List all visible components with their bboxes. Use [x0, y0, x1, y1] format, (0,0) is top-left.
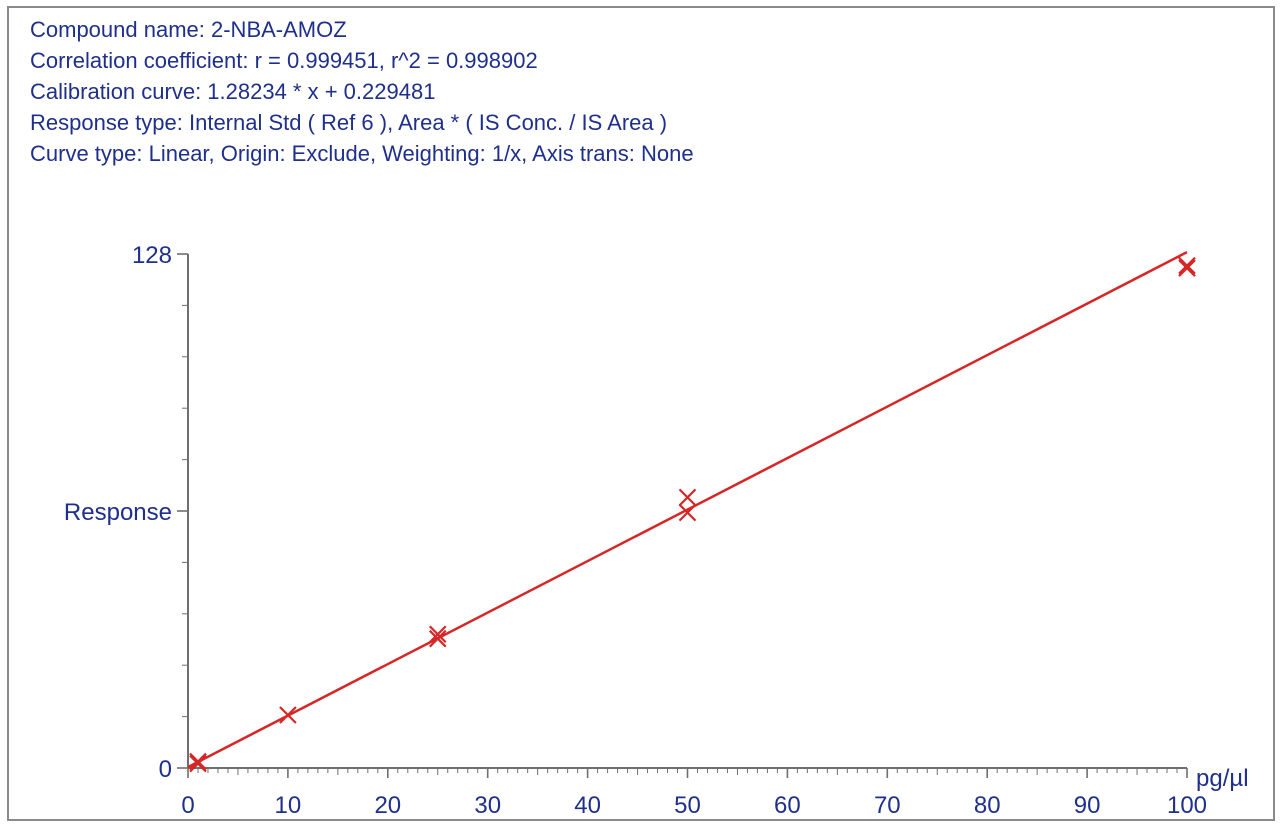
axis-labels: 0 10 20 30 40 50 60 70 80 90 100 0 Response 128 pg/µl: [64, 242, 1249, 819]
calibration-header: Compound name: 2-NBA-AMOZ Correlation co…: [30, 14, 694, 169]
x-tick-label: 50: [674, 792, 701, 819]
fit-line: [187, 251, 1188, 769]
x-tick-label: 100: [1167, 792, 1207, 819]
data-point-stroke-b: [279, 706, 297, 724]
data-point-stroke-b: [1178, 259, 1196, 277]
x-tick-label: 90: [1074, 792, 1101, 819]
y-tick-label: 0: [159, 756, 172, 783]
data-point-marker: [428, 625, 447, 644]
y-tick-label: 128: [132, 242, 172, 269]
data-point-marker: [1178, 256, 1196, 275]
data-point-stroke-b: [189, 754, 207, 773]
points-layer: [189, 256, 1196, 773]
x-tick-label: 10: [275, 792, 302, 819]
y-tick-label: Response: [64, 499, 172, 526]
data-point-marker: [678, 488, 697, 507]
x-tick-label: 80: [974, 792, 1001, 819]
x-tick-label: 60: [774, 792, 801, 819]
x-tick-label: 30: [474, 792, 501, 819]
response-type: Response type: Internal Std ( Ref 6 ), A…: [30, 110, 668, 135]
x-axis-label: pg/µl: [1196, 765, 1249, 792]
calibration-curve: Calibration curve: 1.28234 * x + 0.22948…: [30, 79, 436, 104]
data-point-stroke-b: [678, 503, 697, 522]
data-point-stroke-b: [428, 625, 447, 644]
data-point-marker: [279, 706, 297, 724]
data-point-stroke-b: [428, 629, 447, 648]
data-point-marker: [678, 503, 697, 522]
x-tick-label: 70: [874, 792, 901, 819]
x-tick-label: 40: [574, 792, 601, 819]
chart-axes: [177, 253, 1188, 778]
x-tick-label: 20: [374, 792, 401, 819]
chart-frame: [7, 6, 1275, 821]
data-point-marker: [189, 752, 207, 771]
data-point-marker: [428, 629, 447, 648]
data-point-stroke-b: [1178, 256, 1196, 275]
data-point-marker: [189, 754, 207, 773]
x-tick-label: 0: [181, 792, 194, 819]
data-point-stroke-b: [678, 488, 697, 507]
correlation-coefficient: Correlation coefficient: r = 0.999451, r…: [30, 48, 538, 73]
curve-type: Curve type: Linear, Origin: Exclude, Wei…: [30, 141, 694, 166]
compound-name: Compound name: 2-NBA-AMOZ: [30, 17, 347, 42]
data-point-stroke-b: [189, 752, 207, 771]
fit-layer: [187, 251, 1188, 769]
data-point-marker: [1178, 259, 1196, 277]
